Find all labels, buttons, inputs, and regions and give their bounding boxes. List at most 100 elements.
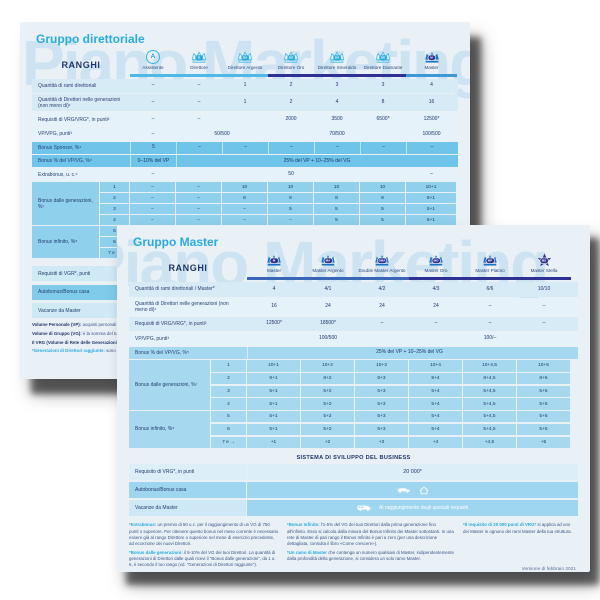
table-row: Quantità di Direttori nelle generazioni … [129,298,578,316]
cell: – [268,215,314,226]
footnote: *Extrabonus: un premio di 50 u.c. per il… [129,522,279,547]
generation-number: 1 [211,360,247,372]
cell: +1 [247,436,301,448]
cell: 5+5 [517,398,571,410]
rank-badge: MP [486,257,494,264]
row-label: Requisiti di VRG/VRG*, in punti² [38,116,110,123]
cell: 50/500 [214,130,230,137]
cell: 5+5 [517,385,571,397]
generation-group-label: Bonus infinito, %⁸ [129,411,211,448]
table-row: VP/VPG, punti³ 100/500 100/– [129,332,578,346]
underline-spacer [129,277,247,280]
footnote-lead: Volume Personale (VP): [32,322,83,328]
crown-solid-icon: M [265,252,283,267]
cell: 5+4 [409,398,463,410]
cell: 12500* [266,320,282,327]
underline-segment [268,74,314,77]
generation-row: 7 e → +1 +2 +3 +4 +4,5 +5 [211,436,571,448]
cell: – [130,182,176,193]
rank-name: Double Master Argento [358,268,406,273]
row-label: Requisiti di VRG/VRG*, in punti² [135,320,207,327]
business-row: Requisito di VRG*, in punti 20 000* [129,464,578,481]
rank-column-header: DMA Double Master Argento [355,252,409,275]
underline-segment [409,277,463,280]
table-row: Requisiti di VRG/VRG*, in punti² 12500* 18… [129,316,578,331]
house-icon [419,486,429,495]
business-section-rows: Requisito di VRG*, in punti 20 000* Autobo… [129,464,578,517]
rank-name: Direttore Diamante [363,65,403,70]
cell: 8 [360,193,406,204]
cell: 5+4 [409,385,463,397]
generation-row: 5 5+1 5+2 5+3 5+4 5+4,5 5+5 [211,411,571,423]
crown-solid-icon: M [423,49,441,64]
row-label: Requisiti di VGR*, punti [38,270,91,277]
table-row: Extrabonus, u. c.⁶ – 50 – [32,168,458,181]
underline-segment [314,74,360,77]
generation-number: 4 [100,215,130,226]
rank-badge: DS [333,54,341,61]
row-label: Bonus % del VP/VG, %⁵ [38,158,93,165]
cell: 1 [243,99,247,106]
cell: 5+1 [247,385,301,397]
rank-badge: MS [540,257,548,264]
cell: 5+2 [301,411,355,423]
cell: – [130,215,176,226]
generation-number: 2 [211,373,247,385]
rank-name: Direttore Smeraldo [317,65,357,70]
rank-name: Master [266,268,282,273]
business-section-title: SISTEMA DI SVILUPPO DEL BUSINESS [296,455,411,462]
cell: 5+1 [247,423,301,435]
cell: 2 [289,82,293,89]
cell: – [197,116,201,123]
cell: 8+4,5 [463,373,517,385]
generation-row: 6 5+1 5+2 5+3 5+4 5+4,5 5+5 [211,423,571,435]
cell: +2 [301,436,355,448]
rank-badge: M [427,54,436,61]
row-label: VP/VPG, punti³ [135,335,169,342]
footnote-column: *Il requisito di 20 000 punti di VRG* si… [463,522,576,571]
row-label: Extrabonus, u. c.⁶ [38,171,78,178]
crown-outline-icon: DA [236,49,254,64]
row-label: Requisito di VRG*, in punti [129,464,247,481]
rank-name: Direttore Argento [227,65,263,70]
row-label: Autobonus/Bonus casa [38,289,90,296]
cell: – [222,204,268,215]
cell: +5 [517,436,571,448]
cell: +4,5 [463,436,517,448]
cell: – [268,141,314,154]
cell: 5 [360,204,406,215]
cell: 0–10% del VP [130,155,176,168]
underline-segment [355,277,409,280]
cell: 24 [379,303,385,310]
cell: – [360,141,406,154]
business-value: 20 000* [247,464,578,481]
cell: 5+4,5 [463,398,517,410]
row-label: Vacanze da Master [129,500,247,517]
crown-solid-icon: DMA [373,252,391,267]
cell: – [197,82,201,89]
rank-badge: DA [241,54,249,61]
cell: 10 [314,182,360,193]
underline-segment [301,277,355,280]
cell: – [222,215,268,226]
rank-name: Master [424,65,439,70]
cell: 10 [268,182,314,193]
underline-segment [406,74,457,77]
generation-rows: 1 10+1 10+2 10+3 10+4 10+4,5 10+5 2 8+1 8+2 8+3 8+4… [211,360,571,449]
cell: 5+4,5 [463,411,517,423]
rank-name: Master Oro [424,268,448,273]
table-row: Bonus Sponsor, %⁴ 5– – – – – – [32,141,458,154]
table-row: Bonus % del VP/VG, %⁵ 25% del VP + 10–25%… [129,346,578,359]
cell: 5+1 [406,215,457,226]
cell: 6500* [376,116,390,123]
cell: 5 [314,204,360,215]
rank-badge: DO [287,54,295,61]
cell: 5+3 [355,411,409,423]
generation-number: 2 [100,193,130,204]
ranks-label: RANGHI [168,262,208,273]
cell: – [151,99,155,106]
business-value [247,482,578,499]
cell: 10+2 [301,360,355,372]
table-row: Quantità di rami direttoriali / Master* 4… [129,281,578,297]
